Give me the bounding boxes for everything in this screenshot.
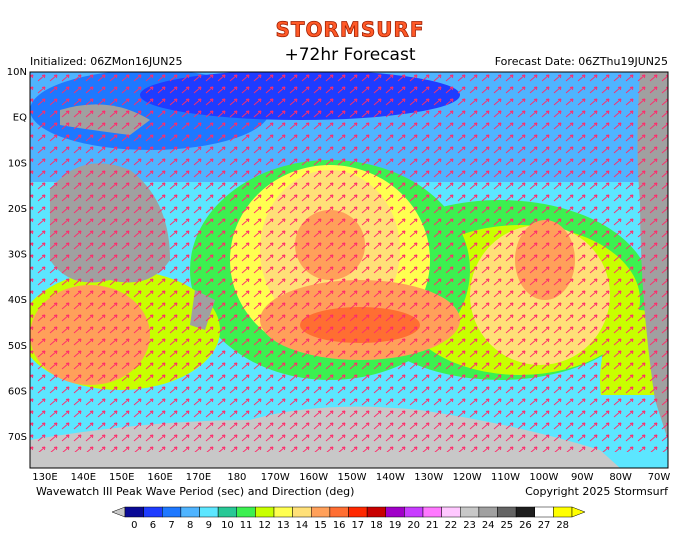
lon-label: 130W xyxy=(414,472,443,483)
legend-swatch xyxy=(441,506,461,518)
legend-swatch xyxy=(497,506,517,518)
legend-label: 24 xyxy=(482,520,495,531)
lat-label: EQ xyxy=(13,113,27,124)
map-frame xyxy=(29,71,669,469)
lat-label: 20S xyxy=(8,204,27,215)
legend-swatch xyxy=(255,506,275,518)
legend-label: 17 xyxy=(351,520,364,531)
lon-label: 150W xyxy=(338,472,367,483)
lat-label: 50S xyxy=(8,341,27,352)
legend-label: 25 xyxy=(500,520,513,531)
lon-label: 170E xyxy=(186,472,211,483)
legend-swatch xyxy=(199,506,219,518)
legend-swatch xyxy=(311,506,331,518)
legend-label: 21 xyxy=(426,520,439,531)
lon-label: 110W xyxy=(491,472,520,483)
lat-label: 40S xyxy=(8,295,27,306)
logo: STORMSURF xyxy=(275,18,424,42)
legend-swatch xyxy=(385,506,405,518)
legend-label: 12 xyxy=(258,520,271,531)
lat-label: 70S xyxy=(8,432,27,443)
legend-swatch xyxy=(366,506,386,518)
lat-label: 30S xyxy=(8,250,27,261)
lat-label: 10N xyxy=(7,67,27,78)
lon-label: 180 xyxy=(227,472,246,483)
legend-swatch xyxy=(553,506,573,518)
legend-label: 27 xyxy=(538,520,551,531)
legend-swatch xyxy=(348,506,368,518)
legend-arrow-right xyxy=(571,506,586,518)
legend-label: 7 xyxy=(168,520,174,531)
legend-label: 20 xyxy=(407,520,420,531)
title: +72hr Forecast xyxy=(285,45,416,65)
lon-label: 160W xyxy=(299,472,328,483)
legend-swatch xyxy=(515,506,535,518)
legend-swatch xyxy=(478,506,498,518)
lon-label: 100W xyxy=(529,472,558,483)
lon-label: 160E xyxy=(147,472,172,483)
legend-swatch xyxy=(422,506,442,518)
lon-label: 90W xyxy=(571,472,594,483)
legend-swatch xyxy=(329,506,349,518)
forecast-date: Forecast Date: 06ZThu19JUN25 xyxy=(495,55,668,68)
lon-label: 70W xyxy=(648,472,671,483)
map xyxy=(30,72,668,468)
legend: 0 6 7 8 9 10 11 12 13 14 15 16 17 18 19 20 21 22 23 24 25 26 2… xyxy=(124,506,586,531)
legend-label: 23 xyxy=(463,520,476,531)
copyright: Copyright 2025 Stormsurf xyxy=(525,485,669,498)
legend-label: 10 xyxy=(221,520,234,531)
lat-labels: 10N EQ 10S 20S 30S 40S 50S 60S 70S xyxy=(7,67,27,443)
legend-swatch xyxy=(143,506,163,518)
lon-label: 140E xyxy=(71,472,96,483)
legend-label: 13 xyxy=(277,520,290,531)
legend-swatch xyxy=(162,506,182,518)
legend-label: 0 xyxy=(131,520,137,531)
legend-swatch xyxy=(236,506,256,518)
lon-label: 120W xyxy=(453,472,482,483)
lat-label: 10S xyxy=(8,158,27,169)
legend-swatch xyxy=(292,506,312,518)
lon-label: 80W xyxy=(609,472,632,483)
legend-swatch xyxy=(273,506,293,518)
lon-label: 170W xyxy=(261,472,290,483)
legend-label: 26 xyxy=(519,520,532,531)
lon-label: 130E xyxy=(32,472,57,483)
legend-label: 22 xyxy=(445,520,458,531)
initialized: Initialized: 06ZMon16JUN25 xyxy=(30,55,182,68)
legend-swatch xyxy=(124,506,144,518)
description: Wavewatch III Peak Wave Period (sec) and… xyxy=(36,485,354,498)
legend-swatch xyxy=(180,506,200,518)
legend-label: 14 xyxy=(296,520,309,531)
legend-swatch xyxy=(460,506,480,518)
legend-swatch xyxy=(404,506,424,518)
lon-label: 150E xyxy=(109,472,134,483)
legend-label: 9 xyxy=(206,520,212,531)
lon-label: 140W xyxy=(376,472,405,483)
legend-arrow-left xyxy=(111,506,126,518)
legend-label: 16 xyxy=(333,520,346,531)
legend-swatch xyxy=(217,506,237,518)
legend-label: 15 xyxy=(314,520,327,531)
legend-label: 18 xyxy=(370,520,383,531)
lon-labels: 130E 140E 150E 160E 170E 180 170W 160W 150W 140W 1… xyxy=(32,472,670,483)
legend-label: 28 xyxy=(556,520,569,531)
legend-label: 6 xyxy=(150,520,156,531)
legend-label: 8 xyxy=(187,520,193,531)
legend-label: 11 xyxy=(240,520,253,531)
lat-label: 60S xyxy=(8,386,27,397)
legend-label: 19 xyxy=(389,520,402,531)
legend-swatch xyxy=(534,506,554,518)
